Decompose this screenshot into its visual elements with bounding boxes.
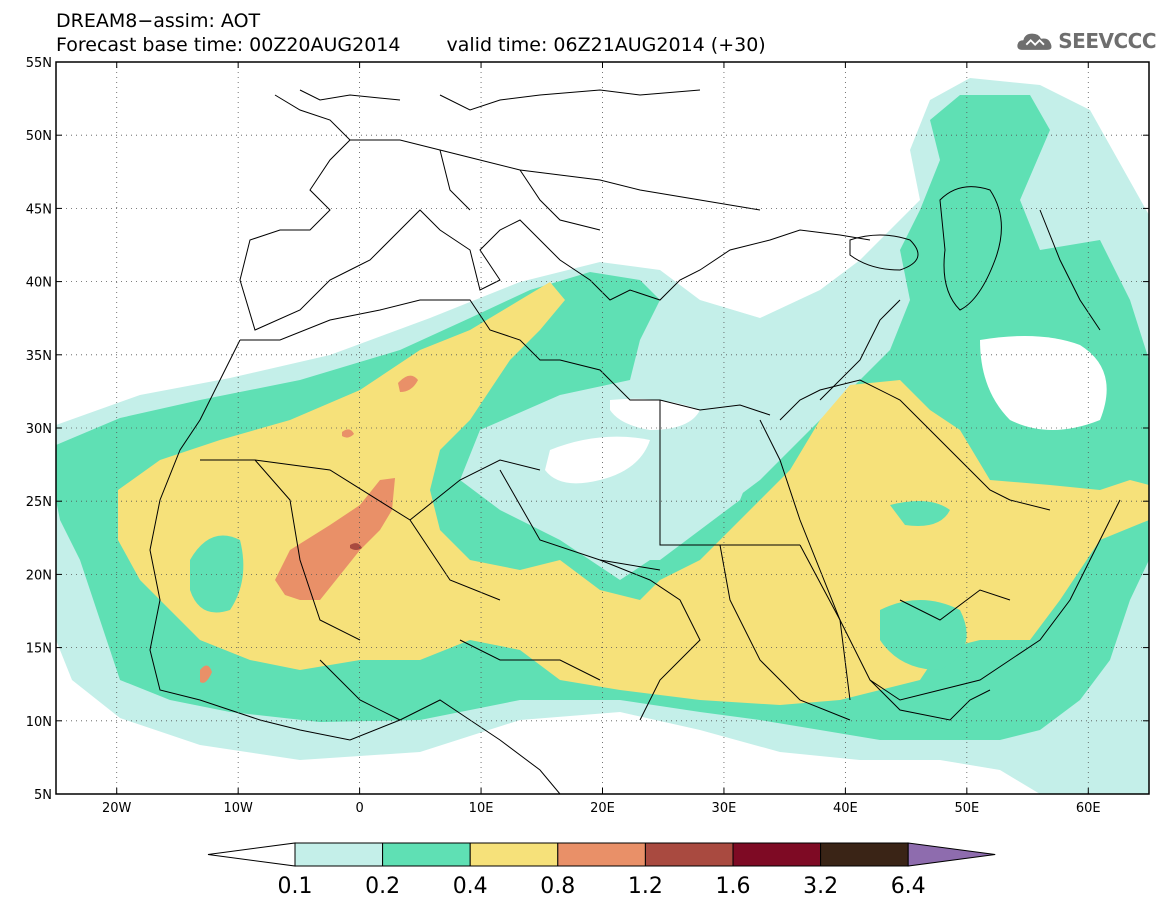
aot-level-0.8	[200, 665, 212, 683]
lat-tick-label: 50N	[26, 129, 52, 144]
aot-clear-inner	[610, 398, 700, 430]
colorbar-high-triangle	[907, 842, 996, 867]
lat-tick-label: 40N	[26, 276, 52, 291]
colorbar-cell	[820, 842, 909, 867]
lon-tick-label: 10W	[223, 801, 253, 816]
lat-tick-label: 55N	[26, 56, 52, 71]
lat-tick-label: 30N	[26, 422, 52, 437]
colorbar-cell	[732, 842, 822, 867]
colorbar-label: 0.2	[365, 874, 400, 899]
colorbar-low-triangle	[207, 842, 296, 867]
colorbar-label: 6.4	[891, 874, 926, 899]
colorbar: 0.1 0.2 0.4 0.8 1.2 1.6 3.2 6.4	[207, 842, 996, 899]
lat-tick-label: 20N	[26, 568, 52, 583]
lon-tick-label: 50E	[954, 801, 979, 816]
lat-tick-label: 45N	[26, 202, 52, 217]
cloud-logo-icon	[1017, 33, 1052, 50]
colorbar-cell	[644, 842, 734, 867]
colorbar-cell	[382, 842, 471, 867]
aot-clear-inner	[545, 436, 650, 484]
lon-tick-label: 20E	[590, 801, 615, 816]
lat-tick-label: 10N	[26, 715, 52, 730]
colorbar-label: 0.4	[453, 874, 488, 899]
colorbar-label: 1.6	[716, 874, 751, 899]
colorbar-cell	[557, 842, 646, 867]
axis-ticks: 55N 50N 45N 40N 35N 30N 25N 20N 15N 10N 5N 20W 10W 0 1…	[26, 56, 1149, 816]
lat-tick-label: 15N	[26, 642, 52, 657]
lat-tick-label: 25N	[26, 495, 52, 510]
colorbar-label: 0.1	[278, 874, 313, 899]
aot-level-0.8	[275, 478, 395, 600]
lon-tick-label: 20W	[102, 801, 132, 816]
country-borders	[149, 89, 1121, 794]
lon-tick-label: 60E	[1076, 801, 1101, 816]
lon-tick-label: 0	[355, 801, 363, 816]
map-frame	[55, 61, 1150, 795]
colorbar-label: 3.2	[803, 874, 838, 899]
map-title: DREAM8−assim: AOT	[56, 10, 261, 32]
aot-field	[56, 78, 1149, 794]
lon-tick-label: 30E	[712, 801, 737, 816]
time-info: Forecast base time: 00Z20AUG2014 valid ti…	[56, 34, 766, 56]
colorbar-label: 1.2	[628, 874, 663, 899]
aot-level-0.2-inner	[880, 600, 967, 670]
lat-tick-label: 35N	[26, 349, 52, 364]
gridlines	[56, 62, 1149, 794]
logo-text: SEEVCCC	[1058, 29, 1156, 53]
colorbar-cell	[469, 842, 559, 867]
lon-tick-label: 10E	[469, 801, 494, 816]
colorbar-label: 0.8	[540, 874, 575, 899]
colorbar-cell	[294, 842, 384, 867]
seevccc-logo: SEEVCCC	[1016, 24, 1156, 58]
aot-level-0.8	[342, 429, 354, 438]
valid-time: valid time: 06Z21AUG2014 (+30)	[446, 34, 766, 56]
aot-level-0.4-west	[118, 282, 1149, 705]
lat-tick-label: 5N	[34, 788, 52, 803]
aot-level-0.8	[398, 375, 418, 392]
aot-level-0.2-inner	[890, 501, 950, 526]
base-time: Forecast base time: 00Z20AUG2014	[56, 34, 401, 56]
lon-tick-label: 40E	[833, 801, 858, 816]
aot-level-1.2	[350, 543, 362, 550]
aot-clear-inner	[980, 336, 1107, 430]
aot-level-0.1-inner	[480, 398, 760, 560]
